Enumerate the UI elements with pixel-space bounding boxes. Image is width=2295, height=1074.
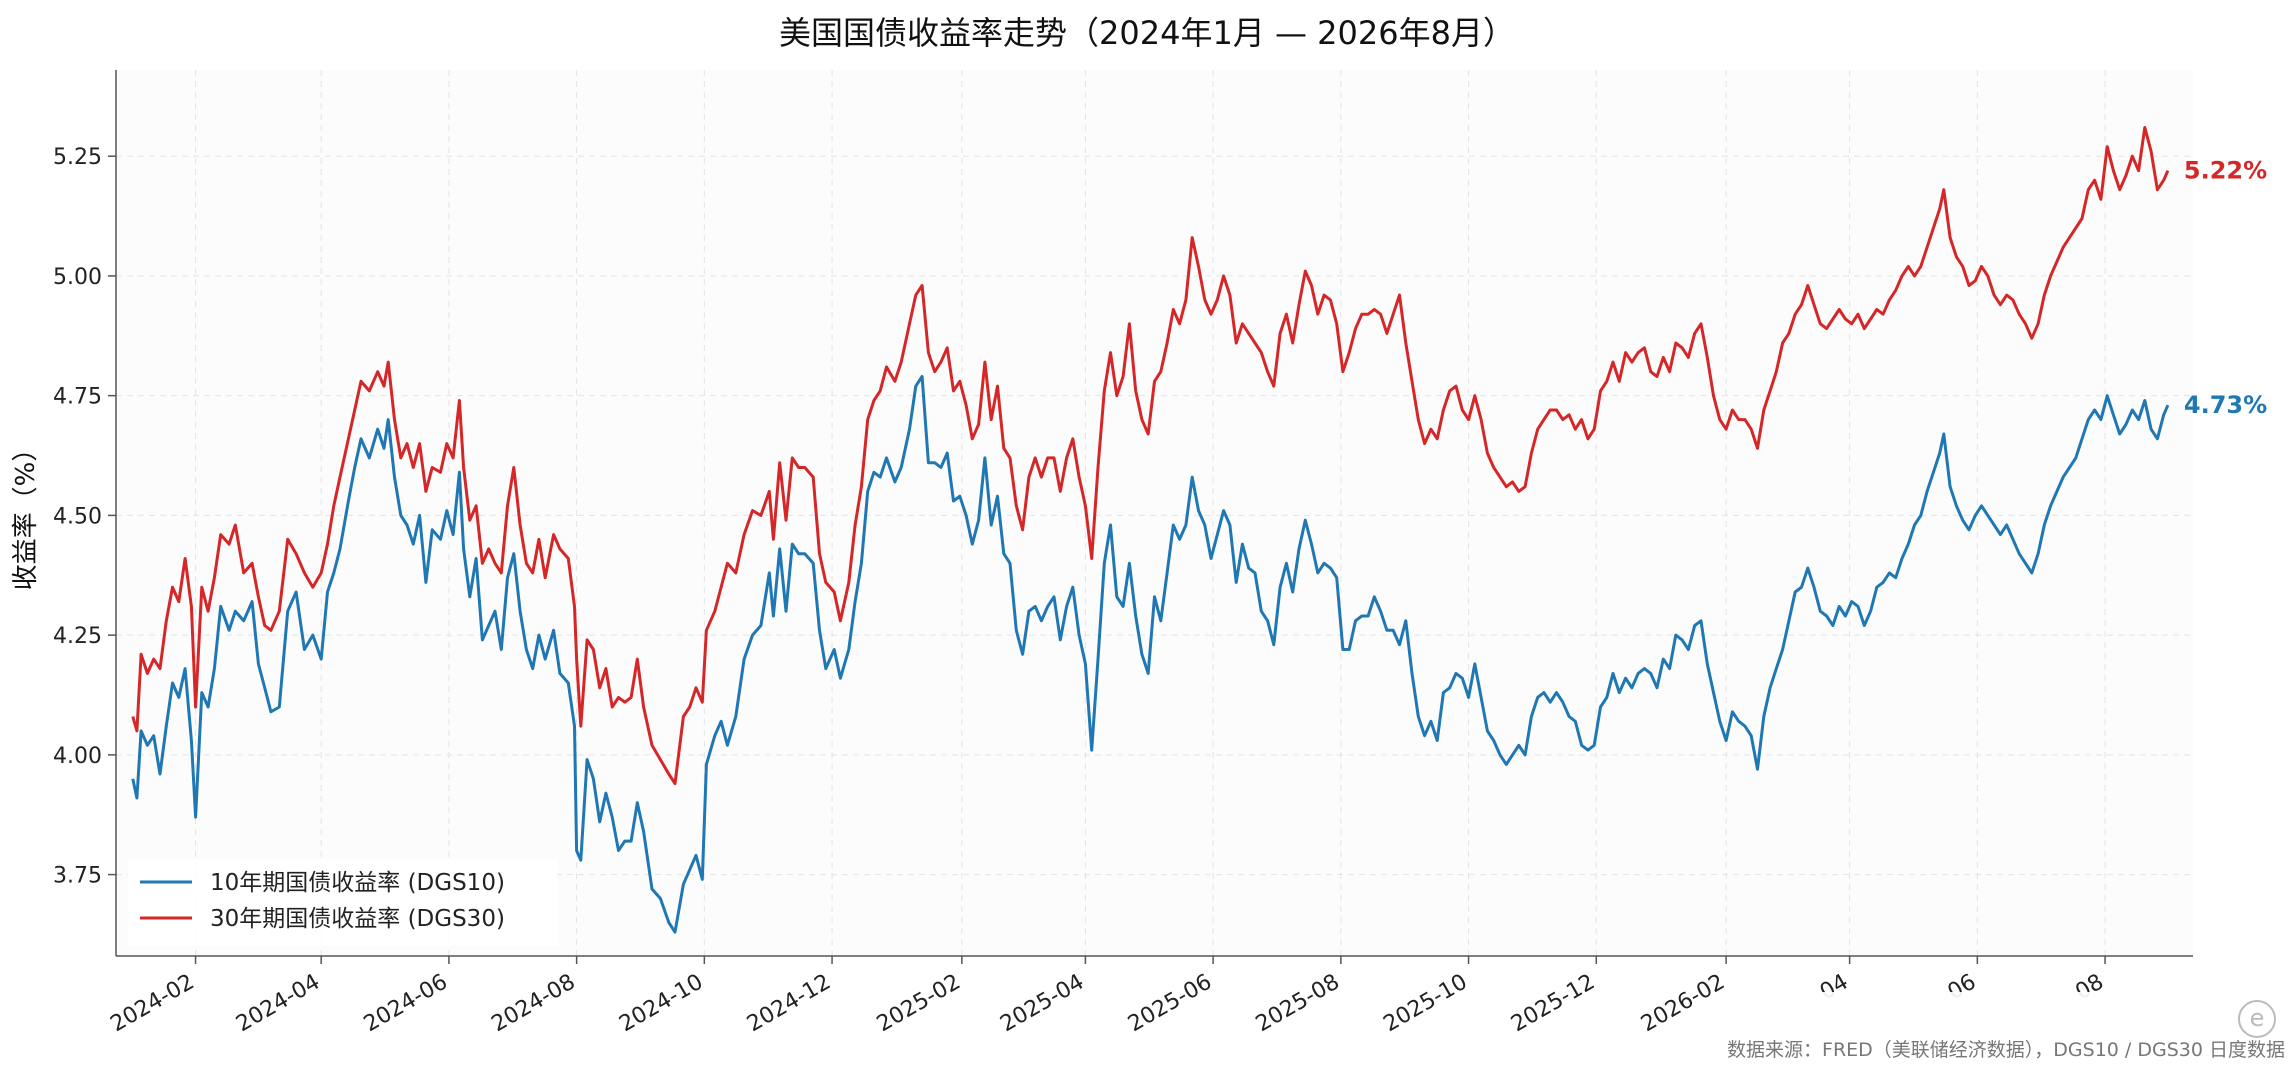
legend-entry: 30年期国债收益率 (DGS30) — [210, 906, 505, 932]
y-tick-label: 4.00 — [53, 744, 102, 769]
watermark-overlay — [1760, 992, 2270, 1032]
legend: 10年期国债收益率 (DGS10) 30年期国债收益率 (DGS30) — [128, 860, 558, 946]
chart-title: 美国国债收益率走势（2024年1月 — 2026年8月） — [779, 14, 1515, 52]
y-ticks: 3.75 4.00 4.25 4.50 4.75 5.00 5.25 — [53, 145, 116, 889]
y-tick-label: 4.25 — [53, 624, 102, 649]
end-labels: 4.73% 5.22% — [2184, 157, 2267, 420]
watermark-icon: e — [2238, 1000, 2276, 1038]
y-tick-label: 3.75 — [53, 864, 102, 889]
end-value-label: 4.73% — [2184, 391, 2267, 419]
legend-entry: 10年期国债收益率 (DGS10) — [210, 870, 505, 896]
y-tick-label: 4.75 — [53, 385, 102, 410]
series-line-dgs10 — [131, 375, 2170, 934]
y-tick-label: 4.50 — [53, 504, 102, 529]
end-value-label: 5.22% — [2184, 157, 2267, 185]
y-axis-label: 收益率（%） — [11, 436, 41, 591]
series-lines — [131, 126, 2170, 934]
y-tick-label: 5.00 — [53, 265, 102, 290]
series-line-dgs30 — [131, 126, 2170, 786]
axes — [115, 70, 2193, 957]
legend-box — [128, 860, 558, 946]
source-note: 数据来源：FRED（美联储经济数据），DGS10 / DGS30 日度数据 — [1727, 1039, 2285, 1061]
y-tick-label: 5.25 — [53, 145, 102, 170]
